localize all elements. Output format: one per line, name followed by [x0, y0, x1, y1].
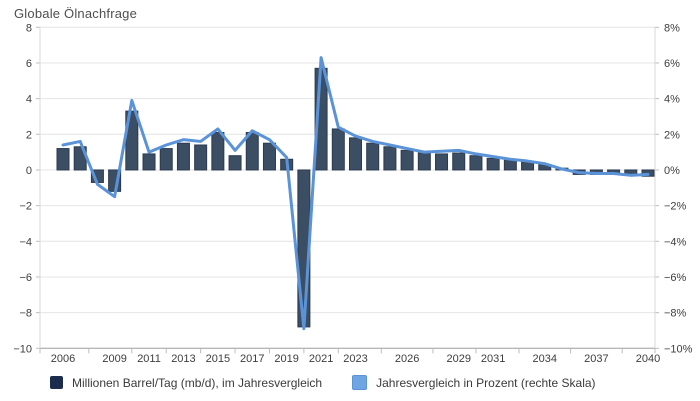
y-tick-label-right: −4%	[664, 236, 687, 248]
y-tick-label-right: −8%	[664, 308, 687, 320]
x-tick-label: 2029	[446, 353, 470, 365]
y-tick-label-left: −2	[19, 201, 32, 213]
bar-2027	[417, 152, 431, 171]
x-tick-label: 2019	[274, 353, 298, 365]
bar-2024	[366, 142, 380, 171]
bar-2026	[400, 149, 414, 171]
x-tick-label: 2009	[102, 353, 126, 365]
legend-label-line: Jahresvergleich in Prozent (rechte Skala…	[376, 375, 596, 390]
legend-item-line: Jahresvergleich in Prozent (rechte Skala…	[352, 375, 596, 390]
bar-2029	[452, 152, 466, 171]
y-tick-label-left: 8	[26, 22, 32, 34]
y-tick-label-left: 0	[26, 165, 32, 177]
y-tick-label-left: −6	[19, 272, 32, 284]
bar-2025	[383, 146, 397, 171]
y-tick-label-right: 4%	[664, 94, 680, 106]
legend-swatch-line	[352, 375, 368, 390]
x-tick-label: 2021	[309, 353, 333, 365]
x-tick-label: 2023	[343, 353, 367, 365]
x-tick-label: 2031	[481, 353, 505, 365]
y-tick-label-left: −8	[19, 308, 32, 320]
bar-2022	[331, 128, 345, 171]
chart-title: Globale Ölnachfrage	[14, 6, 138, 21]
bar-2016	[228, 155, 242, 171]
y-tick-label-right: 6%	[664, 58, 680, 70]
bar-2028	[435, 153, 449, 171]
line-series	[61, 56, 650, 331]
y-tick-label-right: 0%	[664, 165, 680, 177]
y-tick-label-right: −10%	[664, 343, 693, 355]
x-tick-label: 2017	[240, 353, 264, 365]
x-tick-label: 2006	[51, 353, 75, 365]
x-tick-label: 2013	[171, 353, 195, 365]
x-tick-label: 2034	[533, 353, 557, 365]
bar-2032	[503, 159, 517, 171]
bar-2012	[159, 148, 173, 171]
y-tick-label-left: −10	[13, 343, 32, 355]
bar-2018	[262, 142, 276, 171]
y-tick-label-right: 8%	[664, 22, 680, 34]
legend-label-bars: Millionen Barrel/Tag (mb/d), im Jahresve…	[72, 375, 323, 390]
bar-2011	[142, 153, 156, 171]
y-tick-label-left: 4	[26, 94, 32, 106]
y-tick-label-right: −2%	[664, 201, 687, 213]
y-tick-label-right: −6%	[664, 272, 687, 284]
bar-2023	[349, 137, 362, 171]
x-tick-label: 2040	[636, 353, 660, 365]
y-tick-label-left: 2	[26, 129, 32, 141]
bar-2030	[469, 155, 483, 171]
bar-2015	[211, 132, 225, 171]
x-tick-label: 2015	[206, 353, 230, 365]
y-tick-label-left: −4	[19, 236, 32, 248]
bar-2017	[245, 132, 259, 171]
bar-2013	[176, 142, 190, 171]
legend-swatch-bars	[50, 376, 63, 389]
bar-2031	[486, 157, 500, 171]
x-tick-label: 2026	[395, 353, 419, 365]
chart-canvas: 8 8% 6 6% 4 4% 2 2% 0 0% −2 −2% −4 −4% −6 −6% −8 −8% −10 −1…	[13, 22, 693, 365]
bar-2014	[194, 144, 208, 171]
x-tick-label: 2011	[137, 353, 161, 365]
y-tick-label-left: 6	[26, 58, 32, 70]
legend: Millionen Barrel/Tag (mb/d), im Jahresve…	[50, 375, 596, 390]
x-tick-label: 2037	[584, 353, 608, 365]
legend-item-bars: Millionen Barrel/Tag (mb/d), im Jahresve…	[50, 376, 322, 390]
y-tick-label-right: 2%	[664, 129, 680, 141]
bar-2006	[56, 148, 70, 171]
